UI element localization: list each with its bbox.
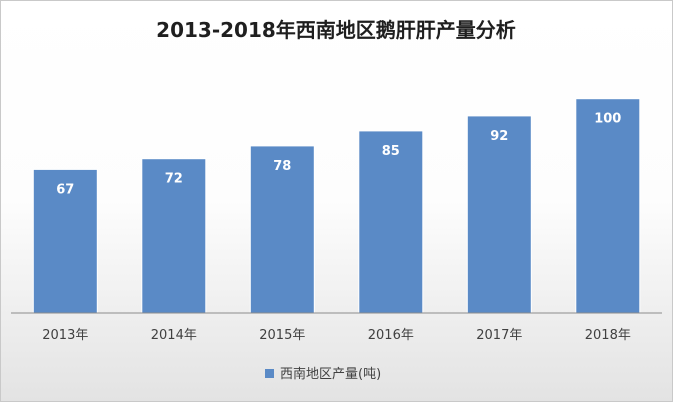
x-axis-ticks: 2013年 2014年 2015年 2016年 2017年 2018年 [42, 328, 631, 343]
data-label-2015年: 78 [273, 159, 291, 174]
legend-label: 西南地区产量(吨) [280, 366, 381, 382]
bar-2017年 [466, 115, 532, 314]
bar-2015年 [249, 145, 315, 314]
bar-2013年 [32, 168, 98, 314]
data-label-2017年: 92 [490, 129, 508, 144]
x-tick-label-2016年: 2016年 [368, 328, 414, 343]
chart-title: 2013-2018年西南地区鹅肝肝产量分析 [156, 18, 516, 42]
legend-swatch [265, 369, 274, 378]
bar-2018年 [575, 98, 641, 314]
data-labels-layer: 67 72 78 85 92 100 [56, 112, 621, 198]
bars-layer [32, 98, 641, 314]
legend: 西南地区产量(吨) [265, 366, 381, 382]
data-label-2013年: 67 [56, 182, 74, 197]
x-tick-label-2018年: 2018年 [585, 328, 631, 343]
data-label-2014年: 72 [165, 172, 183, 187]
x-tick-label-2017年: 2017年 [476, 328, 522, 343]
x-tick-label-2015年: 2015年 [259, 328, 305, 343]
x-tick-label-2014年: 2014年 [151, 328, 197, 343]
bar-2014年 [141, 158, 207, 314]
bar-2016年 [358, 130, 424, 314]
data-label-2018年: 100 [594, 112, 621, 127]
x-tick-label-2013年: 2013年 [42, 328, 88, 343]
data-label-2016年: 85 [382, 144, 400, 159]
